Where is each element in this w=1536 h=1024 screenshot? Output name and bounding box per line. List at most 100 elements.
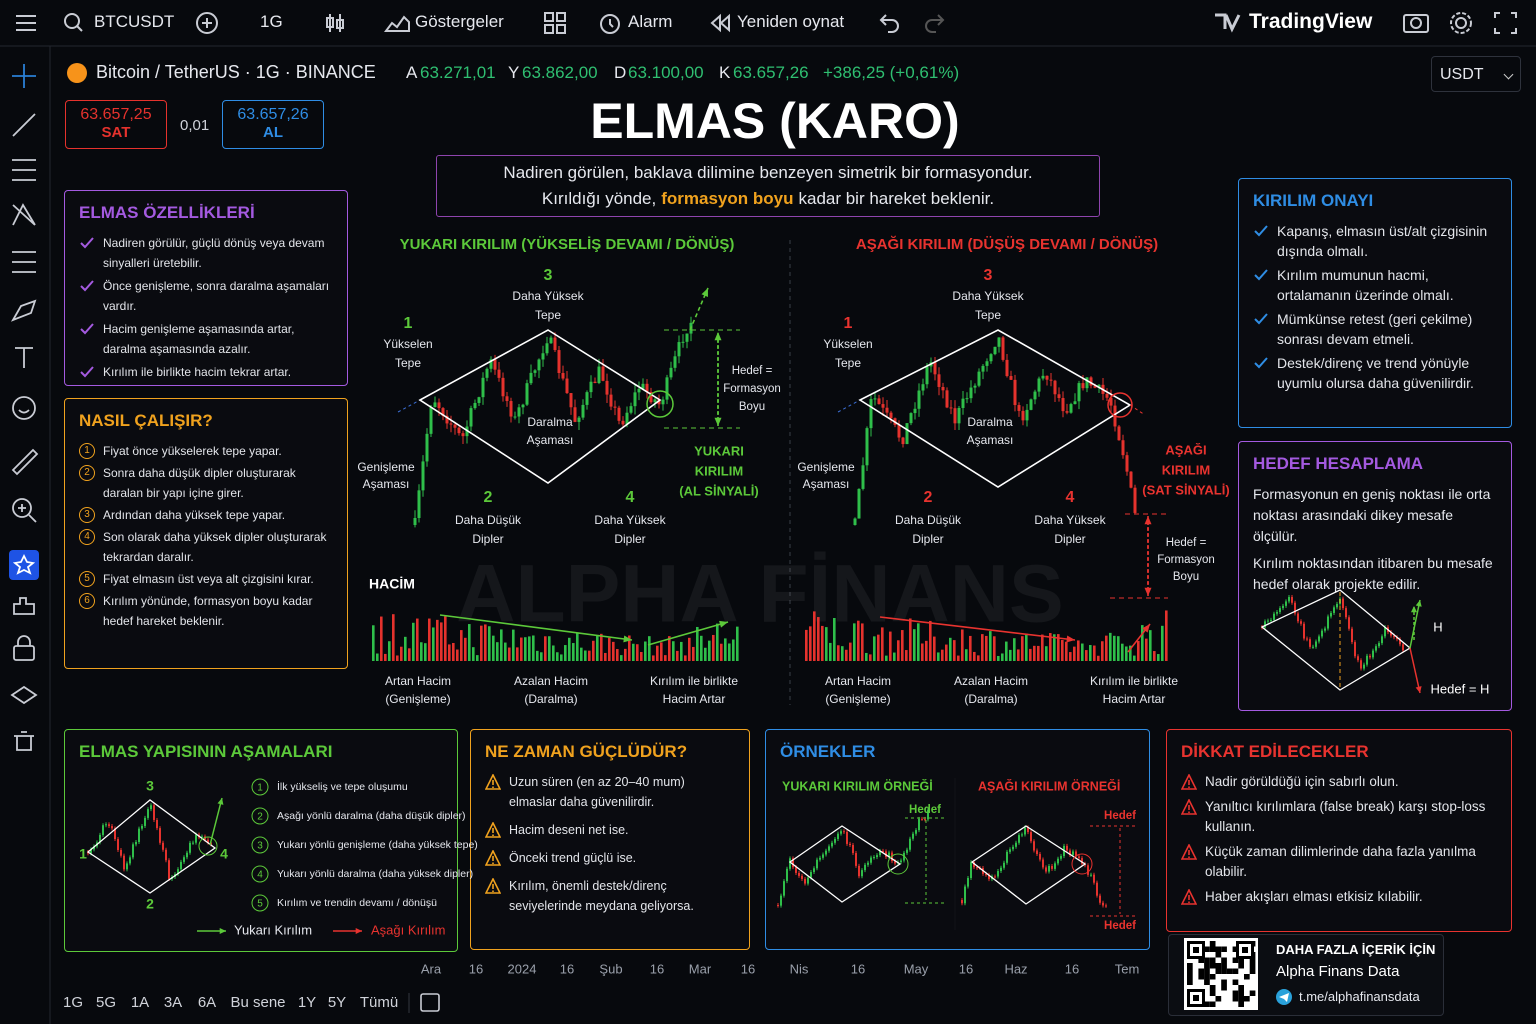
indicators[interactable]: Göstergeler (415, 12, 504, 31)
candle (565, 378, 569, 394)
candle (621, 420, 625, 425)
volume-bar (1121, 643, 1124, 661)
check-icon (80, 366, 94, 378)
point-label: Tepe (835, 356, 861, 370)
pattern-title: YUKARI KIRILIM (YÜKSELİŞ DEVAMI / DÖNÜŞ) (400, 236, 735, 253)
how-panel: NASIL ÇALIŞIR? 1 Fiyat önce yükselerek tep… (64, 398, 348, 669)
volume-bar (997, 655, 1000, 661)
volume-bar (1057, 634, 1060, 661)
volume-bar (420, 642, 423, 661)
replay[interactable]: Yeniden oynat (737, 12, 845, 31)
volume-bar (1081, 643, 1084, 661)
currency-select[interactable]: USDT (1431, 56, 1521, 92)
list-item: Yanıltıcı kırılımlara (false break) karş… (1181, 797, 1497, 837)
symbol-search[interactable]: BTCUSDT (94, 12, 175, 31)
volume-bar (989, 631, 992, 661)
candle (549, 337, 553, 344)
point-label: Tepe (535, 308, 561, 322)
candle (1133, 487, 1137, 513)
candle (497, 369, 501, 378)
diamond (418, 329, 662, 484)
paragraph: Kırılım noktasından itibaren bu mesafe h… (1253, 555, 1493, 592)
candle (945, 390, 949, 408)
check-icon (1254, 225, 1268, 237)
panel-title: ELMAS YAPISININ AŞAMALARI (79, 742, 333, 761)
candle (1065, 411, 1069, 413)
list-item: Kırılım ile birlikte hacim tekrar artar. (79, 362, 333, 382)
volume-bar (544, 636, 547, 661)
item-text: Kırılım mumunun hacmi, ortalamanın üzeri… (1277, 267, 1454, 303)
interval[interactable]: 1G (260, 12, 283, 31)
point-label: Daha Düşük (455, 513, 522, 527)
volume-bar (720, 643, 723, 661)
sell-button[interactable]: 63.657,25 SAT (65, 100, 167, 149)
candle (985, 361, 989, 366)
volume-bar (556, 652, 559, 661)
item-text: Mümkünse retest (geri çekilme) sonrası d… (1277, 311, 1473, 347)
card-link[interactable]: t.me/alphafinansdata (1299, 989, 1420, 1004)
candle (589, 381, 593, 393)
volume-bar (1045, 646, 1048, 661)
phase-label: Daralma (527, 415, 573, 429)
candle (1069, 404, 1073, 413)
candle (1097, 384, 1101, 388)
candle (1021, 410, 1025, 421)
candle (861, 465, 865, 489)
candle (853, 518, 857, 525)
candle (1037, 378, 1041, 392)
ohlc-label: A (406, 63, 418, 82)
candle (437, 402, 441, 409)
candle (521, 404, 525, 408)
volume-note: Hacim Artar (663, 692, 726, 706)
candle (585, 392, 589, 405)
list-item: Hacim genişleme aşamasında artar, daralm… (79, 319, 333, 359)
candle (473, 402, 477, 409)
volume-bar (548, 636, 551, 661)
candle (433, 402, 437, 408)
alarm[interactable]: Alarm (628, 12, 673, 31)
buy-button[interactable]: 63.657,26 AL (222, 100, 324, 149)
candle (545, 343, 549, 354)
volume-bar (372, 625, 375, 661)
target-label: Boyu (1173, 571, 1199, 583)
list-item: 2 Sonra daha düşük dipler oluşturarak dar… (79, 463, 333, 503)
volume-bar (829, 642, 832, 661)
strong-panel: NE ZAMAN GÜÇLÜDÜR? Uzun süren (en az 20–4… (470, 729, 750, 950)
volume-bar (1125, 646, 1128, 661)
candle (601, 366, 605, 381)
volume-note: (Genişleme) (385, 692, 450, 706)
panel-title: ÖRNEKLER (780, 742, 876, 761)
arrow-head (719, 620, 728, 628)
candle (677, 342, 681, 357)
ohlc-label: K (719, 63, 731, 82)
item-text: Hacim genişleme aşamasında artar, daralm… (103, 322, 295, 356)
item-number: 4 (79, 529, 95, 545)
list-item: Önceki trend güçlü ise. (485, 848, 735, 868)
volume-note: (Genişleme) (825, 692, 890, 706)
volume-bar (688, 637, 691, 661)
volume-bar (957, 655, 960, 661)
list-item: Önce genişleme, sonra daralma aşamaları … (79, 276, 333, 316)
candle (469, 408, 473, 427)
panel-title: KIRILIM ONAYI (1253, 191, 1374, 210)
item-text: Son olarak daha yüksek dipler oluşturara… (103, 530, 327, 564)
arrow-head (623, 635, 632, 643)
warning-icon (485, 878, 501, 894)
volume-bar (644, 641, 647, 661)
sidebar-icons (9, 64, 39, 751)
candle (913, 408, 917, 414)
point-number: 3 (984, 267, 993, 284)
candle (657, 399, 661, 405)
volume-bar (448, 644, 451, 661)
candle (885, 407, 889, 413)
candle (889, 412, 893, 419)
volume-bar (468, 624, 471, 661)
volume-bar (488, 626, 491, 661)
candle (981, 365, 985, 372)
volume-bar (961, 629, 964, 661)
caret (1503, 69, 1514, 80)
candle (617, 407, 621, 421)
volume-bar (412, 622, 415, 661)
item-text: Hacim deseni net ise. (509, 823, 629, 837)
ohlc-value: 63.271,01 (420, 63, 496, 82)
